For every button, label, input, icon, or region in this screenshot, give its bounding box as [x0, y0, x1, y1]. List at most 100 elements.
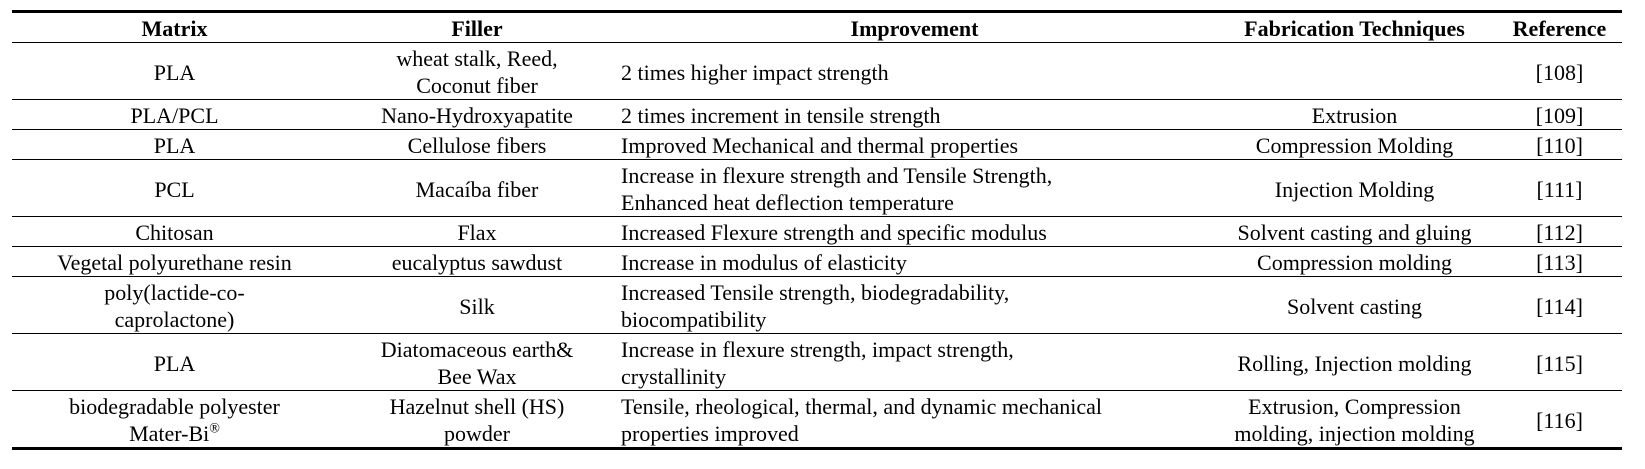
cell-filler: Cellulose fibers: [337, 130, 617, 160]
cell-line: 2 times increment in tensile strength: [621, 103, 941, 128]
cell-reference: [114]: [1536, 293, 1583, 319]
cell-matrix: Chitosan: [12, 217, 337, 247]
cell-line: Compression molding: [1257, 250, 1452, 275]
cell-reference: [108]: [1535, 59, 1584, 85]
cell-line: Increase in flexure strength and Tensile…: [621, 163, 1053, 188]
cell-filler: Diatomaceous earth& Bee Wax: [337, 334, 617, 391]
cell-improvement: 2 times higher impact strength: [617, 43, 1212, 100]
table-row: PLA Cellulose fibers Improved Mechanical…: [12, 130, 1622, 160]
cell-line: Extrusion, Compression: [1248, 394, 1461, 419]
cell-fabrication: Compression molding: [1212, 247, 1497, 277]
table-row: biodegradable polyester Mater-Bi® Hazeln…: [12, 391, 1622, 449]
cell-improvement: Increase in flexure strength, impact str…: [617, 334, 1212, 391]
cell-reference: [113]: [1536, 250, 1583, 275]
cell-line: eucalyptus sawdust: [391, 250, 563, 275]
table-row: PLA/PCL Nano-Hydroxyapatite 2 times incr…: [12, 100, 1622, 130]
cell-line: powder: [444, 421, 510, 446]
header-matrix: Matrix: [141, 16, 208, 41]
cell-reference: [109]: [1535, 103, 1584, 128]
table-container: Matrix Filler Improvement Fabrication Te…: [12, 10, 1622, 450]
cell-line: Flax: [457, 220, 497, 245]
cell-line: Injection Molding: [1274, 176, 1435, 202]
cell-matrix: PLA: [12, 43, 337, 100]
registered-mark: ®: [209, 421, 220, 437]
cell-line: Rolling, Injection molding: [1237, 350, 1472, 376]
cell-filler: Nano-Hydroxyapatite: [337, 100, 617, 130]
cell-reference: [112]: [1536, 220, 1583, 245]
table-row: poly(lactide-co- caprolactone) Silk Incr…: [12, 277, 1622, 334]
cell-improvement: Increased Flexure strength and specific …: [617, 217, 1212, 247]
cell-line: Silk: [459, 293, 495, 319]
cell-line: Bee Wax: [437, 364, 517, 389]
cell-line: Macaíba fiber: [415, 176, 539, 202]
cell-matrix: PCL: [12, 160, 337, 217]
table-row: Chitosan Flax Increased Flexure strength…: [12, 217, 1622, 247]
cell-line: Hazelnut shell (HS): [389, 394, 565, 419]
table-row: PLA Diatomaceous earth& Bee Wax Increase…: [12, 334, 1622, 391]
cell-line: Increase in flexure strength, impact str…: [621, 337, 1014, 362]
table-body: PLA wheat stalk, Reed, Coconut fiber 2 t…: [12, 43, 1622, 449]
cell-fabrication: Injection Molding: [1212, 160, 1497, 217]
cell-fabrication: Compression Molding: [1212, 130, 1497, 160]
cell-text: Mater-Bi: [129, 421, 210, 446]
cell-line: PLA: [153, 133, 196, 158]
cell-line: PLA/PCL: [130, 103, 219, 128]
cell-line: PLA: [153, 59, 196, 85]
cell-line: Vegetal polyurethane resin: [57, 250, 292, 275]
cell-filler: wheat stalk, Reed, Coconut fiber: [337, 43, 617, 100]
header-improvement: Improvement: [850, 16, 979, 41]
cell-matrix: PLA/PCL: [12, 100, 337, 130]
cell-line: Improved Mechanical and thermal properti…: [621, 133, 1019, 158]
header-filler: Filler: [451, 16, 503, 41]
cell-line: PCL: [154, 176, 195, 202]
cell-line: Diatomaceous earth&: [380, 337, 574, 362]
cell-fabrication: [1212, 43, 1497, 100]
header-row: Matrix Filler Improvement Fabrication Te…: [12, 11, 1622, 43]
cell-improvement: Increase in modulus of elasticity: [617, 247, 1212, 277]
cell-line: Enhanced heat deflection temperature: [621, 190, 954, 215]
cell-line: biocompatibility: [621, 307, 767, 332]
cell-matrix: PLA: [12, 130, 337, 160]
cell-matrix: PLA: [12, 334, 337, 391]
table-row: PLA wheat stalk, Reed, Coconut fiber 2 t…: [12, 43, 1622, 100]
cell-reference: [111]: [1536, 176, 1583, 202]
cell-line: Coconut fiber: [416, 73, 538, 98]
cell-filler: Silk: [337, 277, 617, 334]
header-fabrication: Fabrication Techniques: [1244, 16, 1465, 41]
cell-filler: eucalyptus sawdust: [337, 247, 617, 277]
cell-matrix: poly(lactide-co- caprolactone): [12, 277, 337, 334]
cell-filler: Flax: [337, 217, 617, 247]
cell-line: poly(lactide-co-: [104, 280, 245, 305]
cell-line: Increase in modulus of elasticity: [621, 250, 907, 275]
cell-improvement: Increased Tensile strength, biodegradabi…: [617, 277, 1212, 334]
cell-line: Nano-Hydroxyapatite: [381, 103, 573, 128]
cell-line: PLA: [153, 350, 196, 376]
cell-line: Increased Tensile strength, biodegradabi…: [621, 280, 1010, 305]
cell-line: biodegradable polyester: [69, 394, 280, 419]
cell-improvement: Improved Mechanical and thermal properti…: [617, 130, 1212, 160]
cell-improvement: Tensile, rheological, thermal, and dynam…: [617, 391, 1212, 449]
cell-matrix: Vegetal polyurethane resin: [12, 247, 337, 277]
cell-line: 2 times higher impact strength: [621, 59, 889, 85]
cell-fabrication: Extrusion: [1212, 100, 1497, 130]
cell-line: properties improved: [621, 421, 799, 446]
cell-line: Mater-Bi®: [16, 420, 333, 447]
cell-line: molding, injection molding: [1234, 421, 1475, 446]
cell-reference: [115]: [1536, 350, 1583, 376]
cell-line: caprolactone): [114, 307, 235, 332]
cell-line: Chitosan: [135, 220, 214, 245]
cell-matrix: biodegradable polyester Mater-Bi®: [12, 391, 337, 449]
cell-line: Cellulose fibers: [407, 133, 547, 158]
cell-fabrication: Rolling, Injection molding: [1212, 334, 1497, 391]
table-header: Matrix Filler Improvement Fabrication Te…: [12, 11, 1622, 43]
cell-filler: Hazelnut shell (HS) powder: [337, 391, 617, 449]
cell-line: Solvent casting and gluing: [1237, 220, 1472, 245]
cell-line: Increased Flexure strength and specific …: [621, 220, 1047, 245]
table-row: Vegetal polyurethane resin eucalyptus sa…: [12, 247, 1622, 277]
cell-fabrication: Solvent casting: [1212, 277, 1497, 334]
cell-line: Extrusion: [1311, 103, 1398, 128]
cell-reference: [116]: [1536, 407, 1583, 433]
cell-line: wheat stalk, Reed,: [396, 46, 558, 71]
cell-improvement: 2 times increment in tensile strength: [617, 100, 1212, 130]
cell-line: Compression Molding: [1255, 133, 1454, 158]
